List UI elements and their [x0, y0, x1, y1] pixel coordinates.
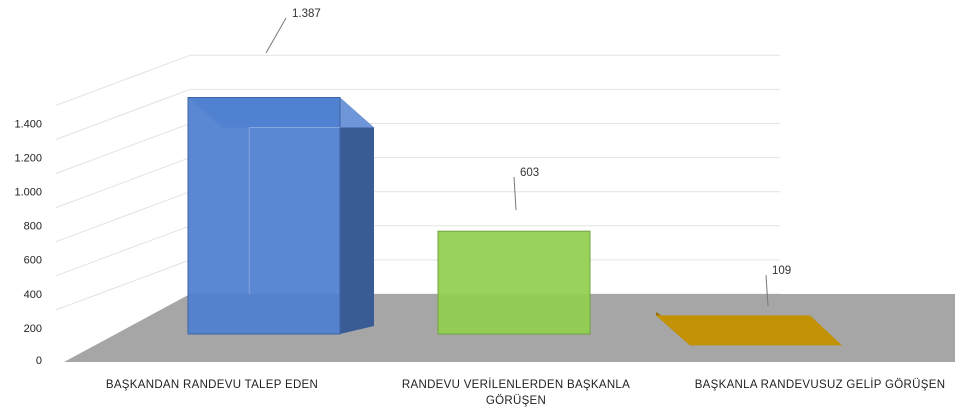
gridline-connector — [55, 88, 191, 140]
y-axis: 0 200 400 600 800 1.000 1.200 1.400 — [14, 118, 42, 367]
bar-front — [187, 97, 341, 335]
bar-1 — [187, 97, 374, 335]
y-tick-label: 200 — [24, 323, 42, 335]
bar-front — [437, 230, 591, 335]
gridline-connector — [55, 191, 191, 243]
y-tick-label: 800 — [24, 221, 42, 233]
x-axis: BAŞKANDAN RANDEVU TALEP EDEN RANDEVU VERİ… — [106, 378, 945, 407]
y-tick-label: 600 — [24, 255, 42, 267]
x-tick-label: GÖRÜŞEN — [486, 395, 546, 407]
x-tick-label: BAŞKANDAN RANDEVU TALEP EDEN — [106, 379, 318, 391]
data-label-leader — [513, 176, 517, 211]
x-tick-label: BAŞKANLA RANDEVUSUZ GELİP GÖRÜŞEN — [695, 378, 946, 391]
gridline-connector — [55, 54, 191, 106]
bar-2 — [437, 230, 591, 335]
data-label-leader — [265, 17, 287, 54]
gridlines — [55, 54, 780, 311]
y-tick-label: 1.400 — [14, 118, 42, 130]
data-label: 1.387 — [292, 8, 321, 20]
bar-side — [340, 97, 374, 334]
data-label: 109 — [772, 265, 791, 277]
data-label-leader — [765, 274, 769, 307]
y-tick-label: 1.000 — [14, 187, 42, 199]
gridline-connector — [55, 157, 191, 209]
y-tick-label: 1.200 — [14, 152, 42, 164]
y-tick-label: 0 — [36, 355, 42, 367]
bar-top — [656, 315, 842, 346]
y-tick-label: 400 — [24, 289, 42, 301]
data-label: 603 — [520, 167, 539, 179]
gridline-connector — [55, 225, 191, 277]
x-tick-label: RANDEVU VERİLENLERDEN BAŞKANLA — [402, 378, 630, 391]
gridline-connector — [55, 123, 191, 174]
bar-3 — [656, 312, 842, 346]
gridline-connector — [55, 259, 191, 311]
data-labels: 1.387 603 109 — [265, 8, 791, 307]
bars — [187, 97, 842, 346]
